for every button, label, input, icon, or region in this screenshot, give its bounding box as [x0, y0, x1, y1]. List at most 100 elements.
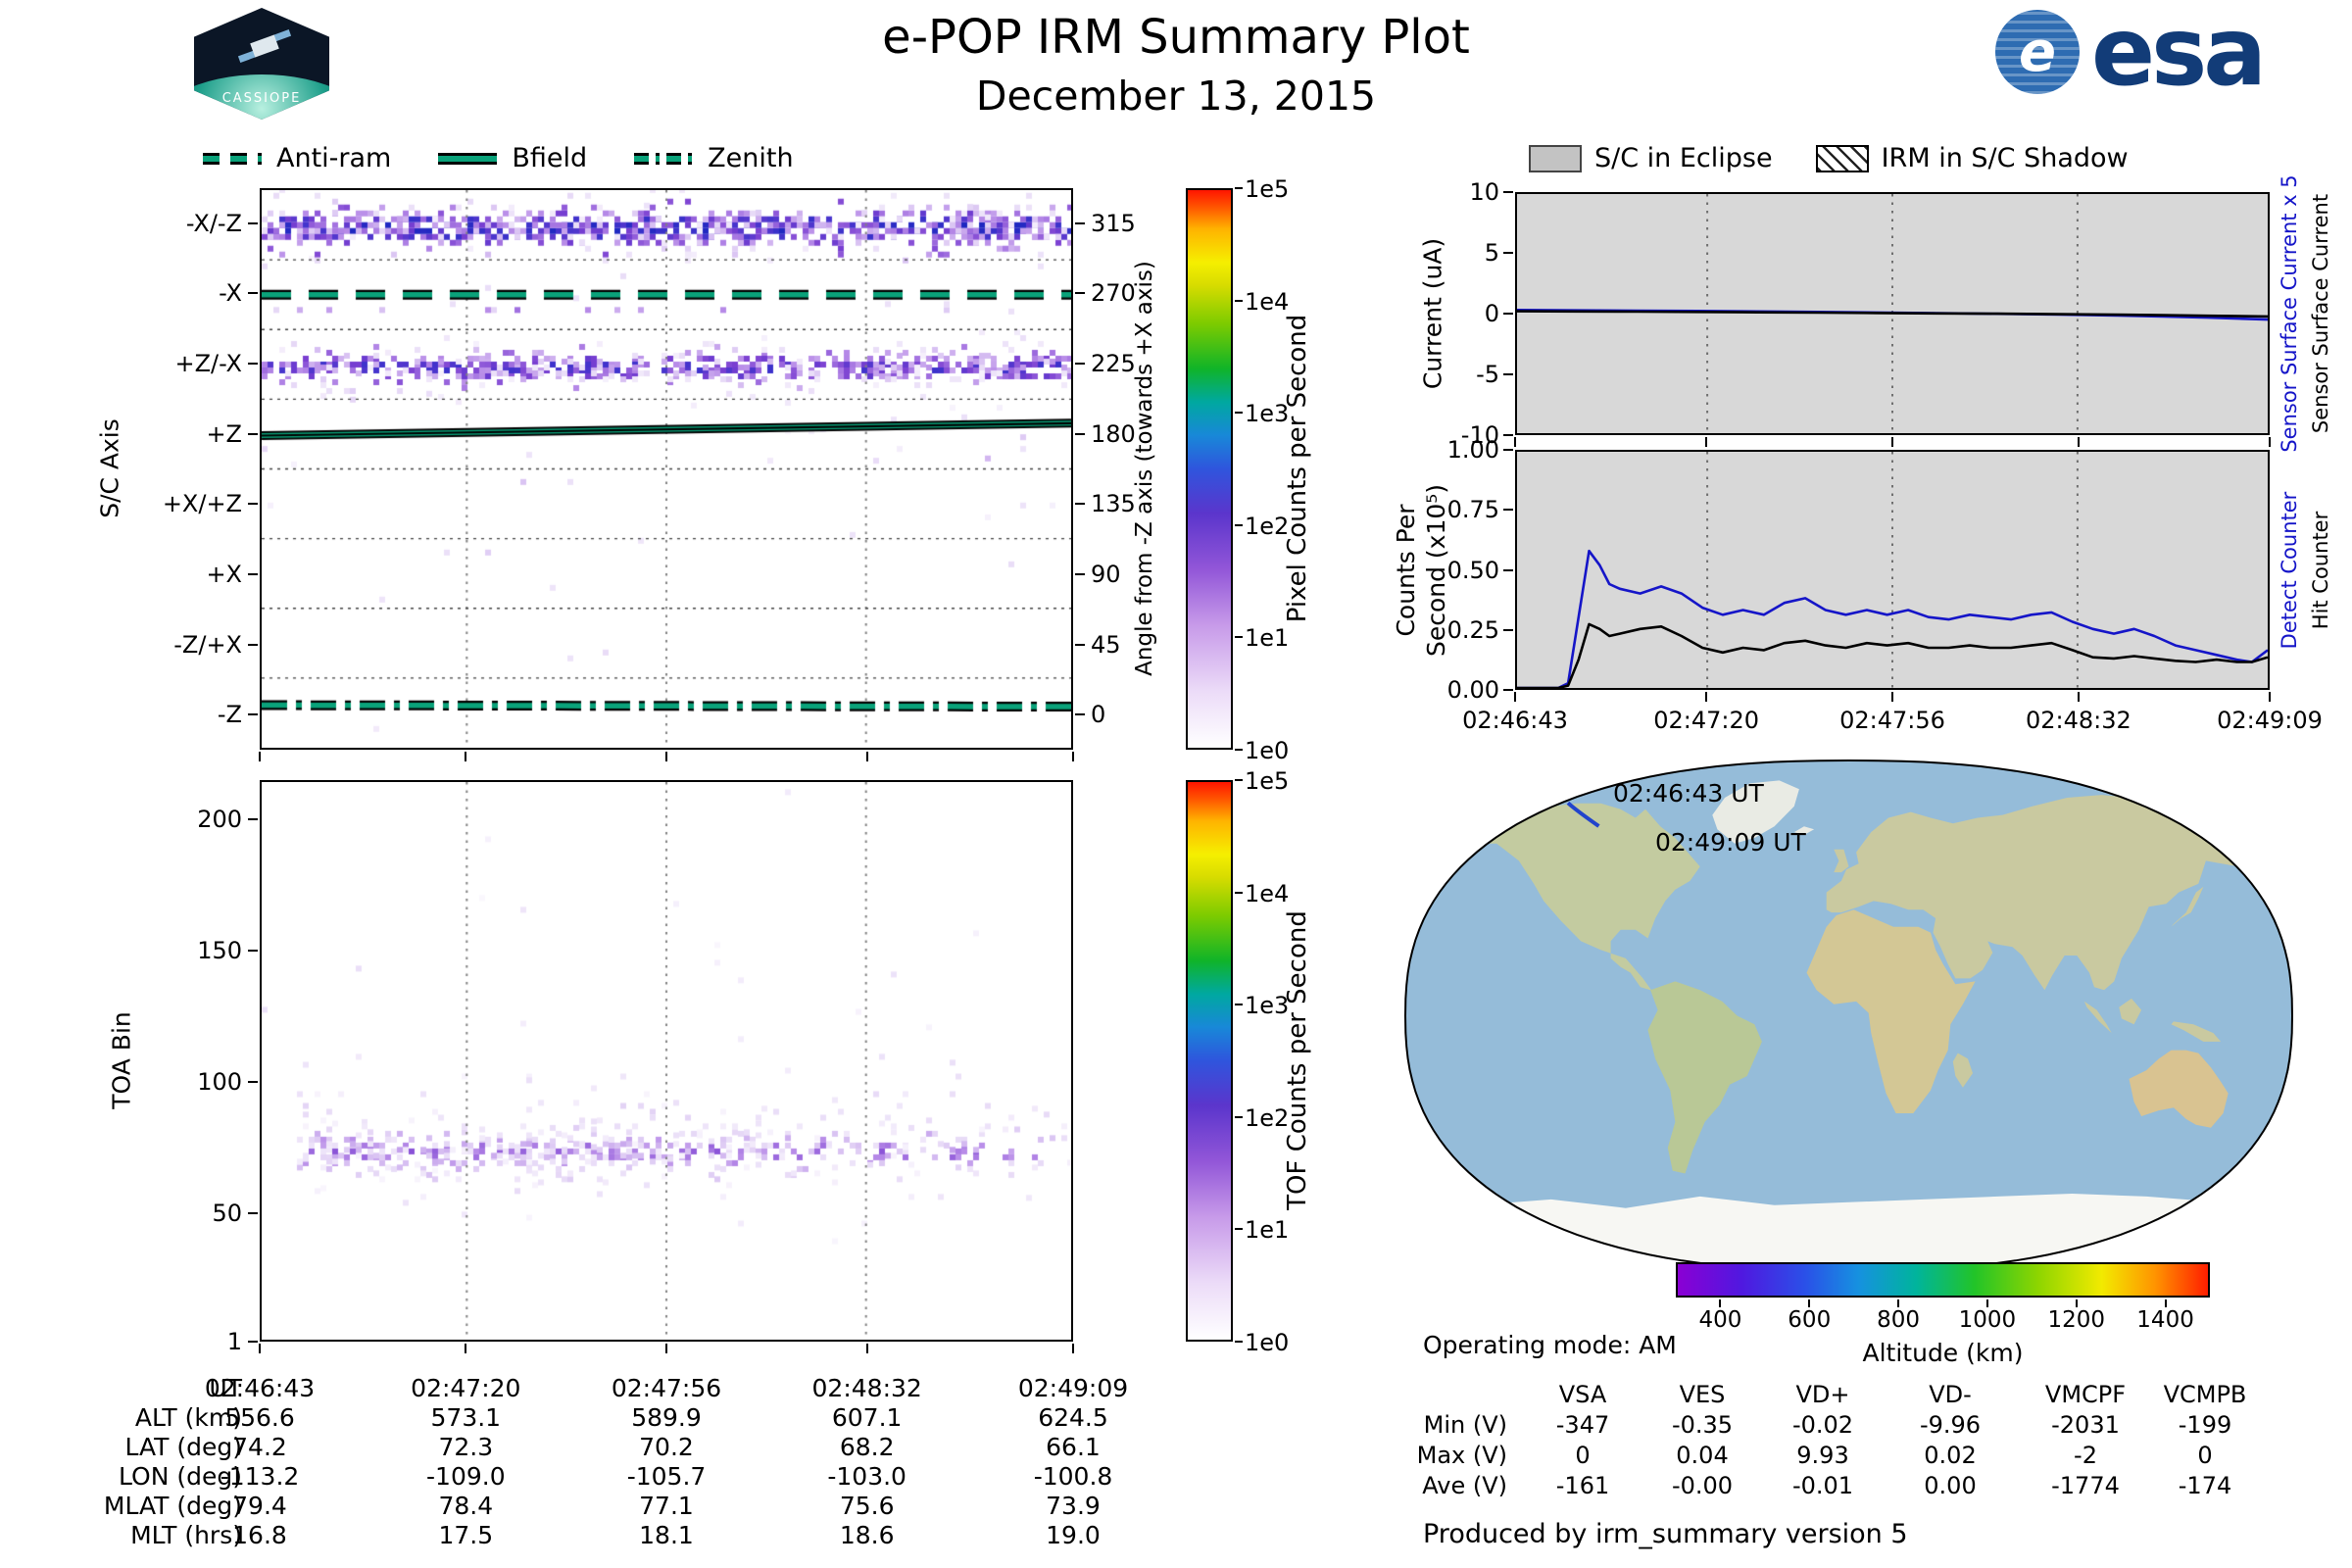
tick-label: 100 [197, 1067, 242, 1096]
legend-item-zenith: Zenith [632, 143, 794, 173]
tick-label: -2 [2074, 1442, 2097, 1469]
tick-mark [2077, 437, 2080, 447]
tick-label: 1 [226, 1328, 242, 1355]
esa-wordmark: esa [2091, 0, 2267, 107]
tick-label: 624.5 [1038, 1403, 1108, 1432]
tick-label: 1000 [1958, 1307, 2017, 1333]
tick-label: 180 [1091, 419, 1136, 448]
cassiope-mission-badge: CASSIOPE [184, 4, 339, 123]
pixel-counts-colorbar [1186, 188, 1233, 750]
page-subtitle: December 13, 2015 [975, 73, 1377, 120]
legend-item-anti-ram: Anti-ram [201, 143, 391, 173]
tick-label: 18.6 [839, 1521, 895, 1549]
tick-label: 17.5 [438, 1521, 494, 1549]
tick-mark [1503, 689, 1513, 691]
tick-label: -103.0 [827, 1462, 906, 1491]
tick-label: -0.00 [1671, 1472, 1734, 1499]
tick-label: MLAT (deg) [103, 1492, 242, 1520]
altitude-colorbar [1676, 1262, 2210, 1298]
tick-label: 0.00 [1446, 676, 1499, 704]
tick-mark [1985, 1299, 1988, 1307]
tick-mark [1503, 313, 1513, 315]
tick-label: 79.4 [232, 1492, 287, 1520]
tick-label: 1e5 [1245, 175, 1290, 203]
ground-track-map: 02:46:43 UT 02:49:09 UT [1402, 758, 2295, 1274]
tick-label: 1e3 [1245, 992, 1290, 1020]
tick-mark [1235, 187, 1243, 189]
tick-label: Ave (V) [1422, 1472, 1507, 1499]
tick-label: -5 [1476, 361, 1499, 388]
tick-mark [1235, 412, 1243, 415]
tick-mark [1235, 1341, 1243, 1343]
tick-mark [1072, 1344, 1074, 1353]
tick-mark [1075, 432, 1085, 435]
eclipse-shadow-legend: S/C in Eclipse IRM in S/C Shadow [1529, 143, 2129, 173]
tick-label: 02:47:20 [411, 1374, 521, 1402]
tick-label: 0 [2197, 1442, 2213, 1469]
tick-label: Max (V) [1416, 1442, 1507, 1469]
tick-mark [259, 1344, 261, 1353]
tick-label: -199 [2178, 1411, 2232, 1439]
esa-e-glyph: e [2019, 20, 2056, 84]
tick-label: 573.1 [430, 1403, 502, 1432]
tick-mark [1235, 749, 1243, 751]
dashed-line-icon [203, 152, 262, 165]
tick-label: +Z/-X [174, 350, 242, 378]
tick-mark [2164, 1299, 2167, 1307]
tick-label: 0.75 [1446, 496, 1499, 524]
dashdot-line-icon [634, 152, 694, 165]
tick-label: 50 [212, 1199, 242, 1227]
tick-mark [248, 1341, 258, 1343]
tick-mark [1235, 779, 1243, 781]
tick-label: 1e4 [1245, 287, 1290, 316]
tick-label: +Z [206, 419, 242, 448]
tof-colorbar-label: TOF Counts per Second [1283, 910, 1312, 1210]
tick-mark [1705, 692, 1708, 702]
legend-item-irm-in-s-c-shadow: IRM in S/C Shadow [1815, 143, 2129, 173]
tick-label: -174 [2178, 1472, 2232, 1499]
operating-mode-text: Operating mode: AM [1423, 1331, 1677, 1359]
page-title: e-POP IRM Summary Plot [882, 10, 1470, 65]
tick-label: 135 [1091, 490, 1136, 518]
tick-mark [1503, 509, 1513, 512]
tick-label: 0.00 [1924, 1472, 1977, 1499]
altitude-colorbar-label: Altitude (km) [1862, 1339, 2024, 1367]
tick-mark [1235, 891, 1243, 894]
detect-counter-label: Detect Counter [2278, 491, 2301, 650]
tick-mark [2077, 692, 2080, 702]
tick-label: 225 [1091, 350, 1136, 378]
tick-mark [1075, 221, 1085, 224]
tick-label: VD- [1929, 1381, 1972, 1408]
tick-mark [1891, 692, 1893, 702]
tick-mark [865, 1344, 868, 1353]
counters-plot-panel [1515, 450, 2270, 690]
tick-label: 18.1 [639, 1521, 694, 1549]
tick-label: 78.4 [438, 1492, 494, 1520]
tick-label: -100.8 [1033, 1462, 1113, 1491]
tick-label: -Z/+X [173, 630, 242, 659]
tick-label: LON (deg) [119, 1462, 242, 1491]
tick-mark [248, 572, 258, 575]
tick-label: 02:48:32 [2025, 707, 2132, 734]
tick-label: VD+ [1795, 1381, 1850, 1408]
tick-mark [1503, 628, 1513, 631]
tick-label: 10 [1469, 178, 1499, 206]
tof-counts-colorbar [1186, 780, 1233, 1342]
tick-label: 0.02 [1924, 1442, 1977, 1469]
pixel-colorbar-label: Pixel Counts per Second [1283, 314, 1312, 623]
tick-mark [1719, 1299, 1722, 1307]
tick-mark [1235, 1228, 1243, 1231]
tick-label: 400 [1698, 1307, 1742, 1333]
tick-mark [1514, 437, 1516, 447]
tick-label: 75.6 [839, 1492, 895, 1520]
tick-label: 1e0 [1245, 1329, 1290, 1356]
tick-mark [1235, 636, 1243, 639]
tick-label: 5 [1484, 239, 1499, 267]
tick-mark [1075, 713, 1085, 716]
tick-label: 1e3 [1245, 400, 1290, 428]
tick-label: 73.9 [1046, 1492, 1101, 1520]
tick-label: 16.8 [232, 1521, 287, 1549]
tick-label: 02:48:32 [811, 1374, 922, 1402]
map-end-time-label: 02:49:09 UT [1655, 828, 1806, 857]
